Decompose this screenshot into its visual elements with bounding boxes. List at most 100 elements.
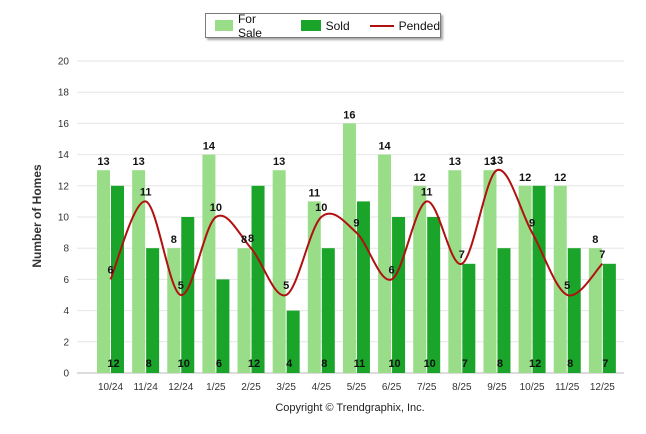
bar-sold xyxy=(216,279,230,373)
data-label-for-sale: 14 xyxy=(378,141,391,153)
x-tick-label: 11/25 xyxy=(555,382,580,393)
bar-for-sale xyxy=(378,154,392,373)
bar-sold xyxy=(321,248,335,373)
data-label-for-sale: 12 xyxy=(519,172,531,184)
x-tick-label: 11/24 xyxy=(133,382,158,393)
data-label-for-sale: 11 xyxy=(308,187,320,199)
x-tick-label: 2/25 xyxy=(241,382,261,393)
bar-for-sale xyxy=(518,185,532,373)
data-label-sold: 8 xyxy=(321,358,327,370)
x-tick-label: 5/25 xyxy=(347,382,367,393)
data-label-pended: 8 xyxy=(248,233,254,245)
data-label-for-sale: 16 xyxy=(343,109,355,121)
y-tick-label: 8 xyxy=(63,244,69,255)
data-label-for-sale: 14 xyxy=(203,141,216,153)
data-label-sold: 6 xyxy=(216,358,222,370)
legend-label-pended: Pended xyxy=(398,18,440,33)
data-label-pended: 6 xyxy=(107,264,113,276)
legend-item-sold[interactable]: Sold xyxy=(300,18,350,33)
bar-sold xyxy=(111,185,124,373)
bar-for-sale xyxy=(167,248,181,373)
bar-sold xyxy=(356,201,370,373)
x-tick-label: 1/25 xyxy=(206,382,226,393)
sold-swatch xyxy=(300,20,321,31)
y-tick-label: 4 xyxy=(63,306,69,317)
data-label-pended: 7 xyxy=(599,249,605,261)
data-label-for-sale: 13 xyxy=(133,156,145,168)
legend-label-for-sale: For Sale xyxy=(237,11,262,40)
data-label-for-sale: 13 xyxy=(484,156,496,168)
data-label-sold: 10 xyxy=(388,358,400,370)
bar-for-sale xyxy=(307,201,321,373)
x-tick-label: 6/25 xyxy=(382,382,402,393)
x-tick-label: 9/25 xyxy=(487,382,507,393)
bar-for-sale xyxy=(448,170,462,373)
bar-for-sale xyxy=(413,185,427,373)
bar-sold xyxy=(462,263,476,373)
y-tick-label: 6 xyxy=(63,275,69,286)
y-tick-label: 10 xyxy=(58,213,70,224)
bar-sold xyxy=(532,185,546,373)
bar-for-sale xyxy=(97,170,110,373)
data-label-for-sale: 13 xyxy=(273,156,285,168)
y-tick-label: 0 xyxy=(63,369,69,380)
bar-sold xyxy=(602,263,616,373)
data-label-for-sale: 8 xyxy=(171,234,177,246)
data-label-pended: 5 xyxy=(178,280,184,292)
data-label-sold: 10 xyxy=(178,358,190,370)
data-label-sold: 7 xyxy=(602,358,608,370)
bar-for-sale xyxy=(588,248,602,373)
x-tick-label: 12/24 xyxy=(168,382,193,393)
data-label-pended: 11 xyxy=(421,186,433,198)
data-label-sold: 8 xyxy=(146,358,152,370)
bar-for-sale xyxy=(483,170,497,373)
bar-sold xyxy=(251,185,265,373)
y-tick-label: 16 xyxy=(58,119,70,130)
copyright-text: Copyright © Trendgraphix, Inc. xyxy=(275,402,425,414)
for-sale-swatch xyxy=(215,20,233,31)
data-label-sold: 4 xyxy=(286,358,293,370)
bar-for-sale xyxy=(132,170,146,373)
y-tick-label: 20 xyxy=(58,57,70,68)
bar-sold xyxy=(497,248,511,373)
bar-sold xyxy=(181,217,195,373)
legend-item-for-sale[interactable]: For Sale xyxy=(215,12,279,40)
legend-item-pended[interactable]: Pended xyxy=(369,18,440,33)
data-label-for-sale: 13 xyxy=(97,156,109,168)
data-labels: 1312138810146812134118161114101210137138… xyxy=(97,109,608,370)
y-tick-label: 2 xyxy=(63,337,69,348)
data-label-pended: 11 xyxy=(140,186,152,198)
bar-for-sale xyxy=(342,123,356,374)
x-tick-label: 4/25 xyxy=(312,382,332,393)
pended-line-series xyxy=(109,169,604,297)
bar-sold xyxy=(567,248,581,373)
bar-sold xyxy=(286,310,300,373)
data-label-pended: 10 xyxy=(315,202,327,214)
bar-for-sale xyxy=(272,170,286,373)
x-axis: 10/24 11/24 12/24 1/25 2/25 3/25 4/25 5/25 6/25 7… xyxy=(98,382,615,393)
x-tick-label: 7/25 xyxy=(417,382,437,393)
data-label-for-sale: 12 xyxy=(414,172,426,184)
data-label-sold: 8 xyxy=(497,358,503,370)
data-label-for-sale: 8 xyxy=(241,234,247,246)
y-tick-label: 18 xyxy=(58,88,70,99)
data-label-sold: 12 xyxy=(248,358,260,370)
data-label-sold: 8 xyxy=(567,358,573,370)
data-label-pended: 5 xyxy=(564,280,570,292)
legend-label-sold: Sold xyxy=(325,18,350,33)
y-axis-title: Number of Homes xyxy=(30,164,44,268)
data-label-sold: 12 xyxy=(107,358,119,370)
data-label-sold: 10 xyxy=(424,358,436,370)
data-label-sold: 11 xyxy=(354,358,366,370)
data-label-for-sale: 8 xyxy=(592,234,598,246)
data-label-sold: 12 xyxy=(529,358,541,370)
data-label-pended: 9 xyxy=(529,218,535,230)
bar-for-sale xyxy=(553,185,567,373)
bar-series xyxy=(97,123,616,374)
data-label-pended: 10 xyxy=(210,202,222,214)
data-label-sold: 7 xyxy=(462,358,468,370)
pended-line xyxy=(109,169,604,297)
bar-sold xyxy=(146,248,160,373)
x-tick-label: 12/25 xyxy=(590,382,615,393)
